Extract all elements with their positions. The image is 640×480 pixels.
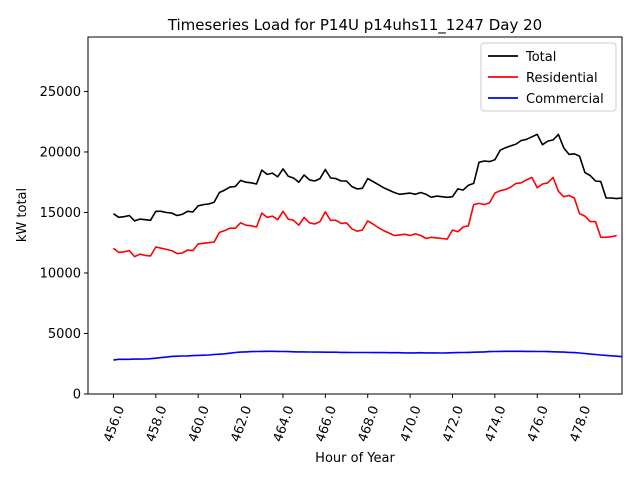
y-tick-label: 5000 <box>48 327 81 342</box>
chart-title: Timeseries Load for P14U p14uhs11_1247 D… <box>167 16 542 35</box>
plot-frame <box>87 36 623 395</box>
series-line-commercial <box>113 350 623 361</box>
legend-label-total: Total <box>525 50 556 65</box>
legend-box <box>480 42 617 112</box>
y-axis: 0 5000 10000 15000 20000 25000 <box>40 85 88 403</box>
y-tick-label: 0 <box>73 388 81 403</box>
y-tick-label: 10000 <box>40 266 81 281</box>
legend-label-residential: Residential <box>526 71 598 86</box>
y-axis-label: kW total <box>15 188 30 242</box>
legend-label-commercial: Commercial <box>526 92 604 107</box>
series-line-residential <box>112 176 617 258</box>
y-tick-label: 20000 <box>40 145 81 160</box>
legend: Total Residential Commercial <box>480 42 617 112</box>
series-line-total <box>112 133 623 222</box>
x-axis-label: Hour of Year <box>315 451 395 466</box>
series-layer <box>112 133 623 361</box>
y-tick-label: 15000 <box>40 206 81 221</box>
y-tick-label: 25000 <box>40 85 81 100</box>
